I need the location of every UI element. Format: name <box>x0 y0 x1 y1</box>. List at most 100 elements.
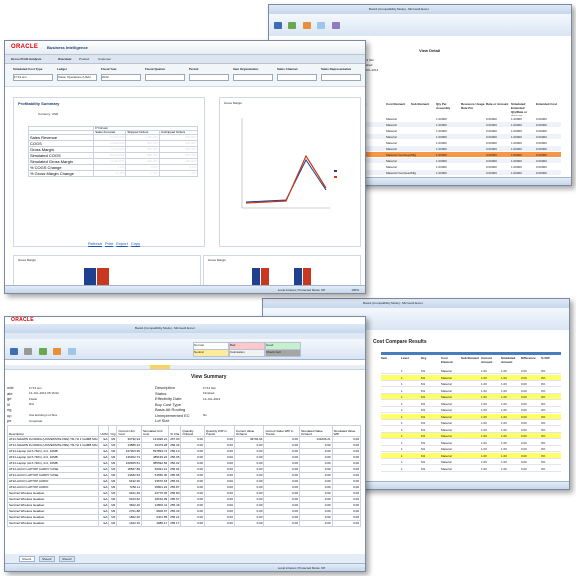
table-row: 1 M1 Material 1.00 1.00 0.00 0% <box>381 420 561 426</box>
prompt-input[interactable] <box>321 74 361 81</box>
table-cell: 1 <box>401 395 403 399</box>
table-cell: 1.00000 <box>511 123 522 127</box>
table-row: 1 M1 Material 1.00 1.00 0.00 0% <box>381 439 561 446</box>
prompt-input[interactable] <box>189 74 229 81</box>
column-header: Extended Cost <box>536 102 558 106</box>
table-cell: 0% <box>541 460 546 464</box>
tab-customer[interactable]: Customer <box>98 57 112 61</box>
link-print[interactable]: Print <box>105 241 114 246</box>
table-cell: 1 <box>401 375 403 380</box>
table-row: Sentinel Wireless Headset EA M1 2701.88 9600… <box>6 508 362 515</box>
window-title: Book1 [Compatibility Mode] - Microsoft E… <box>135 326 195 330</box>
font-icon[interactable] <box>38 348 47 355</box>
tab-overview[interactable]: Overview <box>58 57 72 61</box>
prompt-bar: Simulated Cost Type FY13 sim Ledger Vision … <box>5 64 365 87</box>
prompt-input[interactable]: 2012 <box>101 74 141 81</box>
table-cell: Material Overhead <box>386 171 411 175</box>
table-cell: Material <box>386 135 397 139</box>
table-cell: 0.00 <box>521 460 527 464</box>
link-export[interactable]: Export <box>116 241 128 246</box>
sheet-tab-sheet1[interactable]: Sheet1 <box>19 556 35 562</box>
info-value: Finished <box>203 391 215 396</box>
cut-icon[interactable] <box>24 348 33 355</box>
table-cell: 1.00 <box>501 401 507 406</box>
table-cell: Material <box>441 414 452 419</box>
table-cell: M1 <box>421 395 426 399</box>
table-cell: 1.00 <box>501 466 507 471</box>
style-calculation[interactable]: Calculation <box>229 349 265 357</box>
paste-icon[interactable] <box>10 348 18 355</box>
table-cell: M1 <box>421 460 426 464</box>
info-label: Unimplemented EC <box>155 412 190 418</box>
table-cell: Material <box>386 141 397 145</box>
table-cell: 1.00 <box>481 382 487 386</box>
sort-icon[interactable] <box>331 22 340 29</box>
window-title: Book1 [Compatibility Mode] - Microsoft E… <box>369 7 429 11</box>
bar-red <box>303 268 311 292</box>
table-cell: 1402.19 <box>116 520 142 527</box>
status-text: Local intranet | Protected Mode: Off <box>277 288 325 292</box>
info-value: No <box>203 413 207 418</box>
prompt-input[interactable]: Vision Operations (USA) <box>57 74 97 81</box>
bi-strip: ORACLE <box>5 317 365 324</box>
style-check-cell[interactable]: Check Cell <box>265 349 301 357</box>
table-cell: Material <box>386 147 397 151</box>
oracle-logo: ORACLE <box>11 44 39 50</box>
prompt-input[interactable] <box>233 74 273 81</box>
summary-table: Description UOM Org Current Unit Cost Simula… <box>6 425 362 527</box>
tab-gross-profit-analysis[interactable]: Gross Profit Analysis <box>11 57 42 61</box>
format-icon[interactable] <box>317 22 326 29</box>
prompt-input[interactable] <box>277 74 317 81</box>
link-copy[interactable]: Copy <box>130 241 141 246</box>
table-cell: 1.00000 <box>511 153 522 157</box>
tab-product[interactable]: Product <box>79 57 90 61</box>
table-cell: 1 <box>401 369 403 373</box>
chart-icon[interactable] <box>302 22 311 29</box>
table-cell: 0.00 <box>331 520 362 527</box>
link-refresh[interactable]: Refresh <box>88 241 103 246</box>
table-cell: 0.00 <box>521 369 527 373</box>
status-bar <box>269 177 571 185</box>
table-cell: 1.00000 <box>436 165 447 169</box>
zoom-level[interactable]: 100% <box>351 288 359 292</box>
sheet-tab-sheet2[interactable]: Sheet2 <box>39 556 55 562</box>
table-cell: 0% <box>541 466 546 471</box>
legend-swatch-1 <box>334 170 337 172</box>
paste-icon[interactable] <box>274 22 282 29</box>
table-cell: 0% <box>541 414 546 419</box>
table-cell: 1 <box>401 401 403 406</box>
table-cell: 1.00 <box>481 401 487 406</box>
metric-value: -7.7% <box>125 170 160 177</box>
info-value: FY13 Sim <box>203 385 217 390</box>
table-cell: 0.00 <box>521 421 527 425</box>
table-cell: 1 <box>401 466 403 471</box>
table-cell: M1 <box>108 520 118 527</box>
prompt-input[interactable]: FY13 sim <box>13 74 53 81</box>
table-cell: 0.00 <box>299 520 333 527</box>
table-cell: 0.00000 <box>486 117 497 121</box>
column-header: Current Amount <box>481 356 493 364</box>
sheet-tab-sheet3[interactable]: Sheet3 <box>59 556 75 562</box>
info-label: Lot Size <box>155 418 170 423</box>
style-neutral[interactable]: Neutral <box>193 349 229 357</box>
summary-grid: Description UOM Org Current Unit Cost Simula… <box>6 425 362 527</box>
table-row: 1 M1 Material 1.00 1.00 0.00 0% <box>381 459 561 465</box>
prompt-input[interactable] <box>145 74 185 81</box>
sheet-title: View Detail <box>419 48 441 53</box>
table-row: 1 M1 Material 1.00 1.00 0.00 0% <box>381 400 561 407</box>
merge-icon[interactable] <box>67 348 76 355</box>
table-row: 1 M1 Material 1.00 1.00 0.00 0% <box>381 381 561 387</box>
column-header: Resource Usage Rate Per <box>461 102 485 110</box>
line-series-red <box>245 154 327 204</box>
table-cell: 0.00 <box>521 401 527 406</box>
excel-icon[interactable] <box>288 22 297 29</box>
table-cell: M1 <box>421 369 426 373</box>
column-header: Qty Per Assembly <box>436 102 451 110</box>
wrap-icon[interactable] <box>53 348 62 355</box>
info-value: 13-JUL-2012 <box>203 396 221 401</box>
table-cell: M1 <box>421 447 426 451</box>
table-cell: 1 <box>401 447 403 451</box>
info-value: Finished <box>361 63 373 67</box>
column-header: Level <box>401 356 409 360</box>
column-header: Cost Element <box>386 102 406 106</box>
